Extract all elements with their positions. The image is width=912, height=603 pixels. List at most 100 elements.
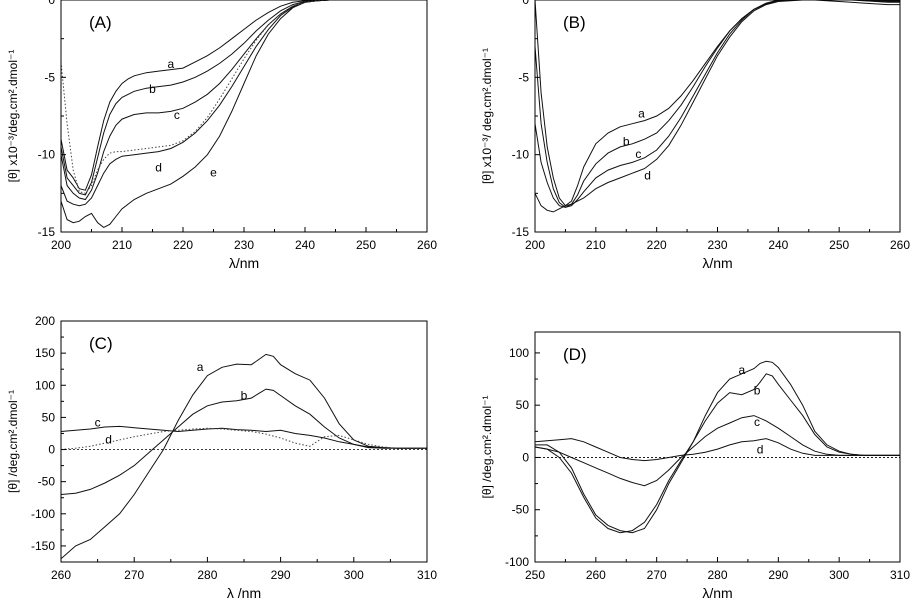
y-tick-label: -5 [44,70,55,84]
y-tick-label: 50 [42,410,56,424]
y-tick-label: -100 [505,555,529,569]
panel-label: (C) [89,334,113,353]
y-tick-label: -10 [512,148,530,162]
x-tick-label: 310 [417,568,437,582]
series-label: b [623,134,630,148]
series-label: d [644,168,651,182]
plot-frame [60,0,428,233]
y-tick-label: 200 [35,314,55,328]
series-label: a [167,57,174,71]
x-tick-label: 260 [51,568,71,582]
x-tick-label: 220 [647,238,667,252]
series-line-b [61,388,427,495]
y-tick-label: 150 [35,346,55,360]
x-tick-label: 310 [890,568,910,582]
series-label: c [174,108,180,122]
y-tick-label: 0 [48,443,55,457]
series-line-c [535,0,900,208]
x-tick-label: 290 [768,568,788,582]
x-tick-label: 280 [707,568,727,582]
x-tick-label: 210 [586,238,606,252]
panel-label: (D) [563,345,587,364]
x-tick-label: 250 [525,568,545,582]
series-line-c [61,425,427,449]
series-line-a [535,360,900,534]
x-tick-label: 230 [707,238,727,252]
series-label: d [757,442,764,456]
y-tick-label: 0 [522,0,529,7]
x-tick-label: 260 [586,568,606,582]
y-tick-label: 0 [522,450,529,464]
chart-panel-4: ab cd 250 260 270 280 290 300 310 -100 -50 0 50 100 λ/… [480,331,910,601]
series-label: b [149,82,156,96]
series-line-b [535,373,900,534]
series-label: a [197,360,204,374]
series-line-d [535,438,900,462]
x-tick-label: 240 [295,238,315,252]
x-axis-label: λ /nm [227,585,261,601]
y-tick-label: 100 [509,346,529,360]
series-label: d [105,433,112,447]
series-label: c [754,415,760,429]
y-tick-label: -100 [31,507,55,521]
plot-frame [534,0,901,233]
panel-label: (A) [89,13,112,32]
x-tick-label: 280 [197,568,217,582]
series-line-b [535,0,900,208]
x-tick-label: 200 [51,238,71,252]
series-line-d [61,0,427,207]
series-label: c [95,415,101,429]
x-axis-label: λ/nm [702,585,732,601]
y-tick-label: -15 [512,225,530,239]
series-line-d [535,0,900,213]
series-label: a [738,363,745,377]
series-line-c [535,415,900,487]
y-axis-label: [θ] x10⁻³/ deg.cm².dmol⁻¹ [480,48,494,184]
x-tick-label: 250 [829,238,849,252]
series-label: a [638,107,645,121]
chart-panel-1: ab c d e 200 210 220 230 240 250 260 -15 -10 -5 0 λ/nm [… [6,0,437,271]
y-tick-label: 50 [516,398,530,412]
x-tick-label: 250 [356,238,376,252]
series-label: e [210,165,217,179]
x-tick-label: 230 [234,238,254,252]
series-line-a [535,0,900,207]
series-line-a [61,0,427,191]
series-label: b [241,388,248,402]
x-tick-label: 290 [271,568,291,582]
x-tick-label: 210 [112,238,132,252]
x-tick-label: 260 [890,238,910,252]
y-axis-label: [θ] /deg.cm².dmol⁻¹ [6,390,20,493]
series-line-a [61,353,427,560]
y-axis-label: [θ] /deg.cm².dmol⁻¹ [480,395,494,498]
y-tick-label: -15 [38,225,56,239]
series-label: c [635,147,641,161]
plot-frame [60,320,428,563]
x-tick-label: 270 [647,568,667,582]
x-tick-label: 300 [829,568,849,582]
series-line-e [61,0,427,228]
y-tick-label: 0 [48,0,55,7]
y-tick-label: -5 [518,70,529,84]
x-tick-label: 300 [344,568,364,582]
y-tick-label: -10 [38,148,56,162]
chart-panel-3: a b cd 260 270 280 290 300 310 -150 -100 -50 0 50 100 1… [6,314,437,601]
x-tick-label: 270 [124,568,144,582]
x-tick-label: 220 [173,238,193,252]
series-label: d [155,161,162,175]
y-axis-label: [θ] x10⁻³/deg.cm².dmol⁻¹ [6,50,20,183]
x-axis-label: λ/nm [229,255,259,271]
y-tick-label: -50 [512,503,530,517]
series-label: b [754,384,761,398]
y-tick-label: 100 [35,378,55,392]
plot-frame [534,331,901,563]
panel-label: (B) [563,13,586,32]
x-tick-label: 260 [417,238,437,252]
x-tick-label: 200 [525,238,545,252]
y-tick-label: -150 [31,539,55,553]
y-tick-label: -50 [38,475,56,489]
x-axis-label: λ/nm [702,255,732,271]
x-tick-label: 240 [768,238,788,252]
